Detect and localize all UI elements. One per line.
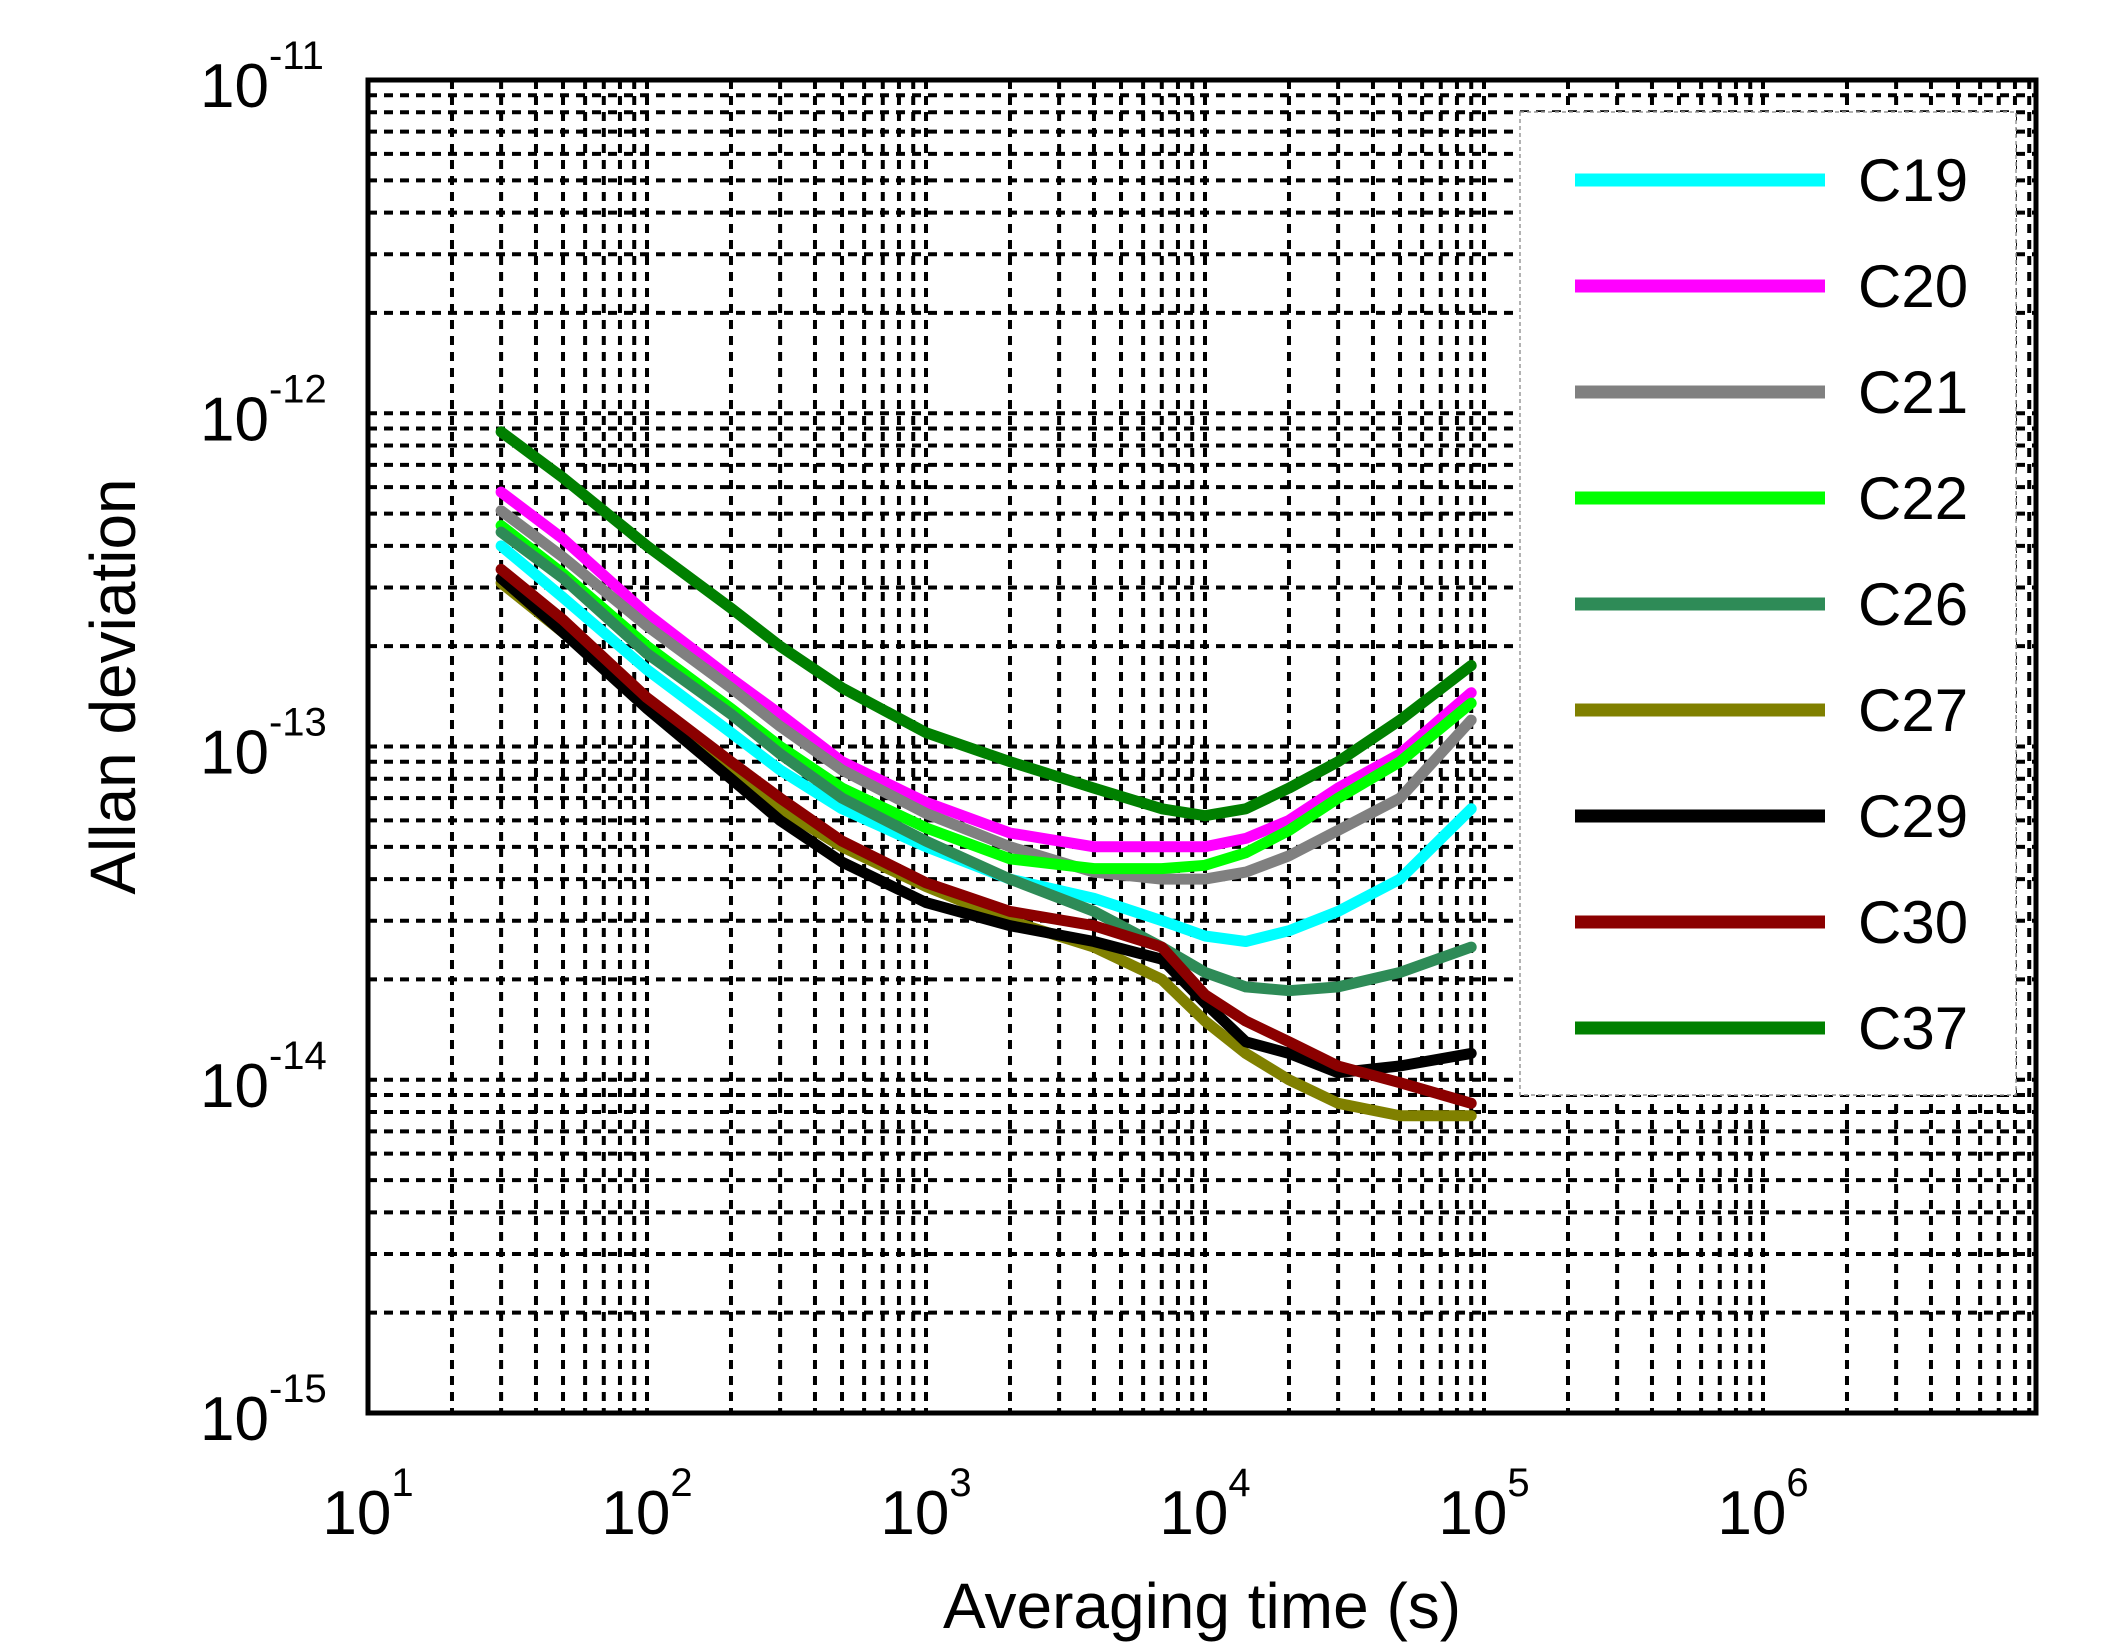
grid-lines bbox=[368, 80, 2036, 1413]
y-tick-label: 10-14 bbox=[200, 1034, 327, 1121]
y-tick-label: 10-15 bbox=[200, 1367, 327, 1454]
series-line-c37 bbox=[495, 426, 1477, 822]
y-tick-label: 10-11 bbox=[200, 34, 324, 121]
series-line-c26 bbox=[495, 526, 1477, 997]
legend-label-c37: C37 bbox=[1858, 995, 1968, 1062]
series-line-c30 bbox=[495, 563, 1477, 1109]
axes-frame bbox=[365, 77, 2039, 1416]
data-series bbox=[495, 426, 1477, 1122]
x-axis-title: Averaging time (s) bbox=[943, 1570, 1461, 1642]
legend-label-c19: C19 bbox=[1858, 147, 1968, 214]
x-tick-label: 102 bbox=[601, 1461, 692, 1548]
y-axis-title: Allan deviation bbox=[77, 478, 149, 894]
legend-label-c20: C20 bbox=[1858, 253, 1968, 320]
x-tick-label: 103 bbox=[880, 1461, 971, 1548]
y-tick-labels: 10-15 10-14 10-13 10-12 10-11 bbox=[200, 34, 327, 1454]
x-tick-label: 104 bbox=[1159, 1461, 1250, 1548]
y-tick-label: 10-13 bbox=[200, 701, 327, 788]
x-tick-label: 105 bbox=[1438, 1461, 1529, 1548]
series-line-c20 bbox=[495, 486, 1477, 853]
series-line-c29 bbox=[495, 572, 1477, 1079]
legend-label-c21: C21 bbox=[1858, 359, 1968, 426]
y-tick-label: 10-12 bbox=[200, 367, 327, 454]
legend: C19 C20 C21 C22 C26 C27 C29 C30 C37 bbox=[1519, 111, 2017, 1096]
legend-label-c30: C30 bbox=[1858, 889, 1968, 956]
series-line-c19 bbox=[495, 540, 1477, 947]
plot-frame bbox=[365, 77, 2039, 1416]
legend-label-c29: C29 bbox=[1858, 783, 1968, 850]
legend-label-c26: C26 bbox=[1858, 571, 1968, 638]
legend-label-c22: C22 bbox=[1858, 465, 1968, 532]
x-tick-labels: 101 102 103 104 105 106 bbox=[322, 1461, 1808, 1548]
x-tick-label: 101 bbox=[322, 1461, 413, 1548]
x-tick-label: 106 bbox=[1717, 1461, 1808, 1548]
legend-label-c27: C27 bbox=[1858, 677, 1968, 744]
